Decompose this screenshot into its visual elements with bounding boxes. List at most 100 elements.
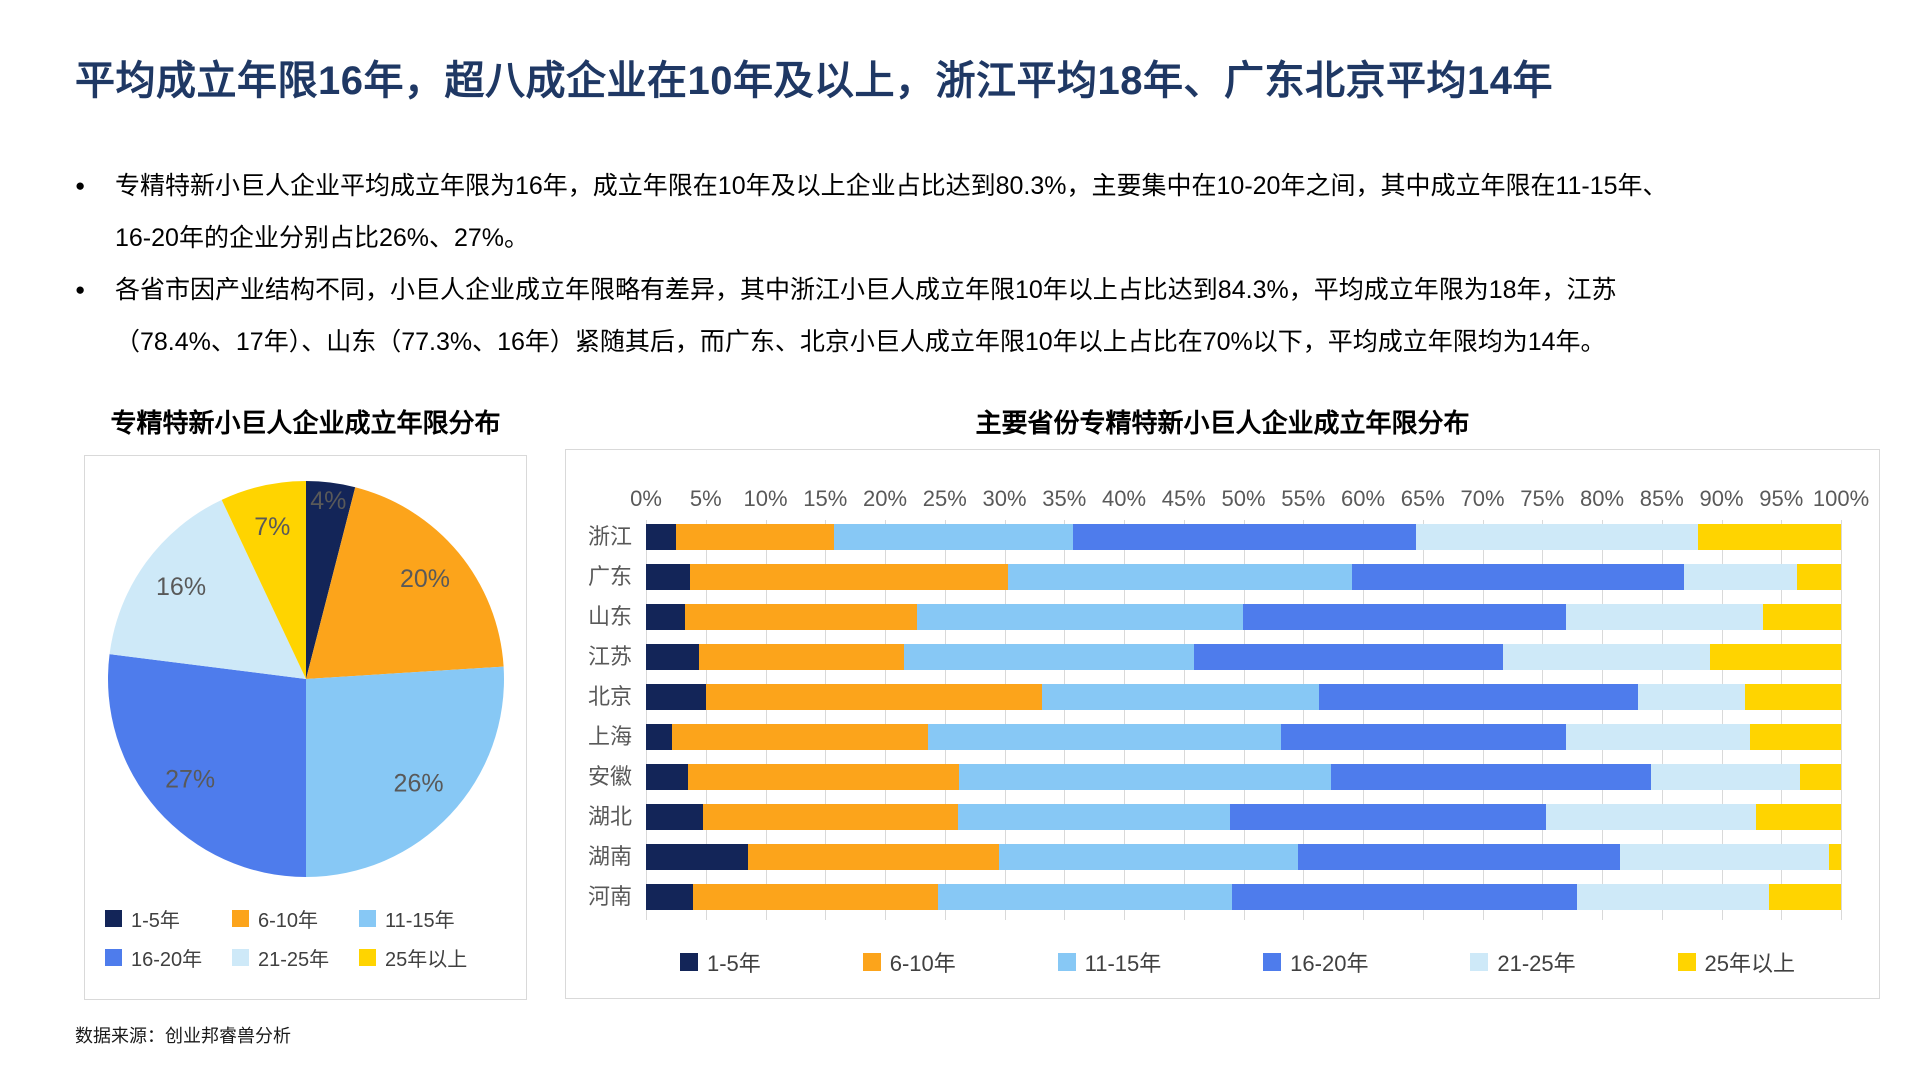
pie-value-label: 4% (310, 487, 346, 515)
bar-segment (646, 524, 676, 550)
bullet-line: 专精特新小巨人企业平均成立年限为16年，成立年限在10年及以上企业占比达到80.… (115, 172, 1668, 200)
bar-segment (904, 644, 1195, 670)
bar-segment (685, 604, 918, 630)
bar-segment (705, 684, 1042, 710)
bar-segment (703, 804, 958, 830)
bar-segment (646, 564, 691, 590)
axis-tick-label: 90% (1699, 486, 1744, 511)
pie-slice-0 (306, 481, 356, 679)
bar-category-label: 上海 (587, 724, 632, 749)
gridline (825, 520, 827, 920)
bar-segment (957, 804, 1231, 830)
legend-label: 21-25年 (258, 949, 330, 971)
pie-chart-title: 专精特新小巨人企业成立年限分布 (110, 408, 501, 438)
bar-category-label: 北京 (587, 684, 632, 709)
bar-row-6 (646, 764, 1841, 790)
axis-tick-label: 15% (803, 486, 848, 511)
bar-segment (1750, 724, 1841, 750)
bar-segment (1763, 604, 1841, 630)
bullet-text: 专精特新小巨人企业平均成立年限为16年，成立年限在10年及以上企业占比达到80.… (115, 160, 1865, 264)
bar-segment (937, 884, 1232, 910)
bullet-item: ● 专精特新小巨人企业平均成立年限为16年，成立年限在10年及以上企业占比达到8… (75, 160, 1865, 264)
bar-segment (687, 764, 960, 790)
axis-tick-label: 35% (1042, 486, 1087, 511)
legend-swatch-icon (232, 949, 249, 966)
bar-segment (1008, 564, 1353, 590)
legend-swatch-icon (359, 910, 376, 927)
axis-tick-label: 20% (862, 486, 908, 511)
bar-segment (928, 724, 1281, 750)
pie-chart-panel: 4% 20% 26% 27% 16% 7% 1-5年 6-10年 11-15年 16-20年 21… (84, 455, 527, 1000)
legend-swatch-icon (232, 910, 249, 927)
legend-swatch-icon (105, 949, 122, 966)
pie-value-label: 27% (165, 766, 215, 794)
bar-category-label: 河南 (587, 884, 632, 909)
axis-tick-label: 100% (1812, 486, 1870, 511)
pie-value-label: 26% (394, 769, 444, 797)
axis-tick-label: 75% (1520, 486, 1565, 511)
bar-segment (1298, 844, 1620, 870)
bar-segment (646, 644, 699, 670)
axis-tick-label: 80% (1579, 486, 1625, 511)
legend-item: 6-10年 (862, 946, 956, 978)
bar-segment (1745, 684, 1841, 710)
bar-segment (1756, 804, 1841, 830)
gridline (1124, 520, 1125, 920)
pie-legend-row: 16-20年 21-25年 25年以上 (105, 938, 510, 977)
bar-segment (1800, 764, 1841, 790)
bullet-text: 各省市因产业结构不同，小巨人企业成立年限略有差异，其中浙江小巨人成立年限10年以… (115, 264, 1865, 368)
bullet-marker-icon: ● (75, 280, 86, 299)
legend-item: 6-10年 (232, 904, 359, 933)
bar-segment (1566, 604, 1764, 630)
bar-segment (1650, 764, 1801, 790)
legend-label: 11-15年 (385, 910, 455, 932)
pie-chart: 4% 20% 26% 27% 16% 7% (108, 481, 504, 877)
bar-segment (698, 644, 905, 670)
bar-segment (646, 764, 688, 790)
axis-tick-label: 0% (630, 486, 662, 511)
legend-swatch-icon (862, 953, 881, 971)
legend-item: 21-25年 (232, 943, 359, 972)
bar-segment (1231, 884, 1577, 910)
legend-item: 11-15年 (359, 904, 486, 933)
bar-segment (1796, 564, 1841, 590)
pie-legend-row: 1-5年 6-10年 11-15年 (105, 899, 510, 938)
legend-item: 25年以上 (359, 943, 486, 972)
bullet-item: ● 各省市因产业结构不同，小巨人企业成立年限略有差异，其中浙江小巨人成立年限10… (75, 264, 1865, 368)
bar-category-label: 江苏 (587, 644, 632, 669)
legend-swatch-icon (1263, 953, 1282, 971)
gridline (1602, 520, 1603, 920)
bar-row-3 (646, 644, 1841, 670)
axis-tick-label: 85% (1639, 486, 1684, 511)
bar-segment (672, 724, 928, 750)
axis-tick-label: 5% (689, 486, 722, 511)
pie-value-label: 16% (156, 573, 206, 601)
legend-label: 1-5年 (131, 910, 180, 932)
legend-swatch-icon (1677, 953, 1696, 971)
bar-segment (646, 604, 686, 630)
bar-segment (646, 844, 748, 870)
axis-tick-label: 70% (1460, 486, 1505, 511)
bar-segment (646, 724, 673, 750)
axis-tick-label: 50% (1221, 486, 1266, 511)
bar-row-4 (646, 684, 1841, 710)
gridline (1661, 520, 1663, 920)
bar-segment (1829, 844, 1841, 870)
bar-segment (1280, 724, 1567, 750)
bar-segment (1230, 804, 1546, 830)
gridline (1422, 520, 1424, 920)
legend-item: 1-5年 (680, 946, 761, 978)
gridline (765, 520, 767, 920)
gridline (1781, 520, 1783, 920)
gridline (944, 520, 946, 920)
axis-tick-label: 45% (1161, 486, 1206, 511)
bullet-line: 各省市因产业结构不同，小巨人企业成立年限略有差异，其中浙江小巨人成立年限10年以… (115, 276, 1617, 304)
axis-tick-label: 95% (1759, 486, 1804, 511)
bar-segment (1576, 884, 1770, 910)
pie-slice-4 (109, 499, 307, 679)
bar-segment (1352, 564, 1685, 590)
bar-segment (675, 524, 834, 550)
bar-segment (646, 804, 704, 830)
legend-label: 21-25年 (1497, 951, 1576, 976)
